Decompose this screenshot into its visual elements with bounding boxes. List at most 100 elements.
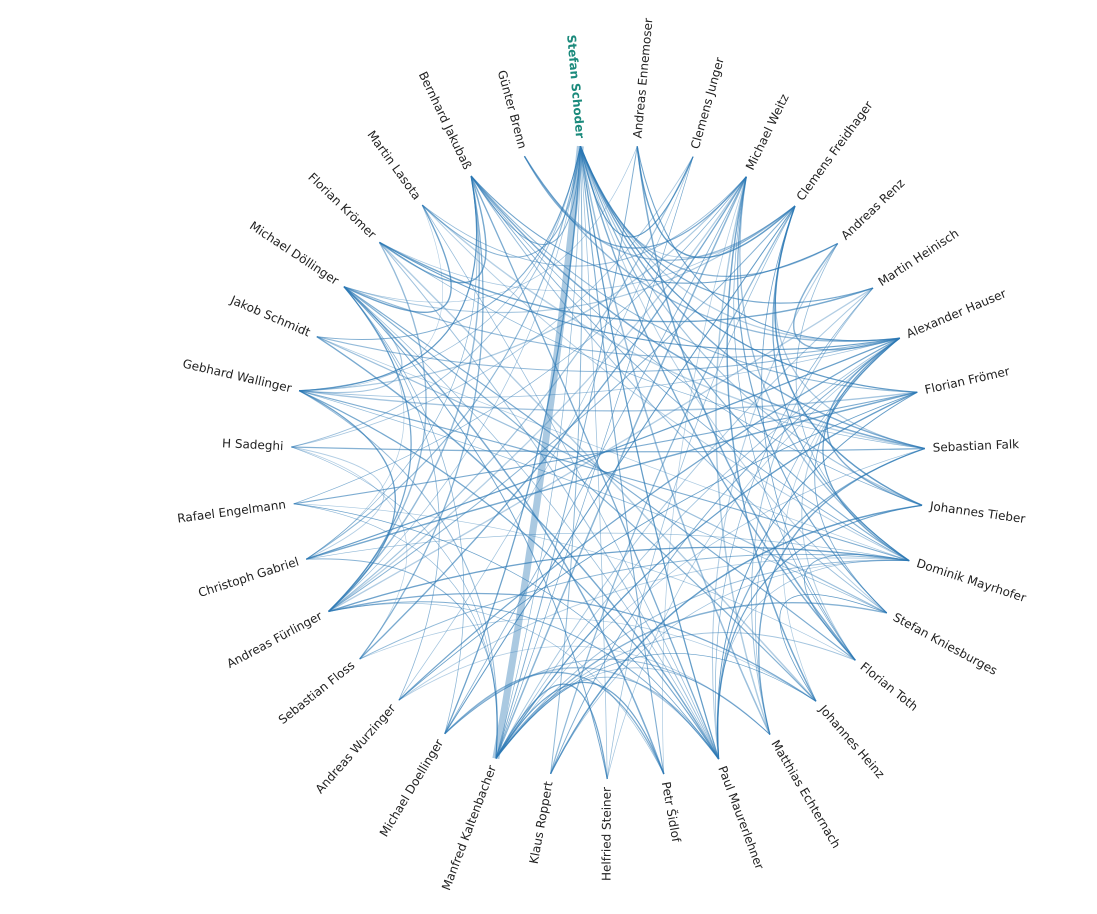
edge — [579, 146, 771, 735]
node-label: Johannes Heinz — [816, 702, 888, 781]
edge — [549, 504, 923, 775]
edge — [495, 602, 887, 759]
edge — [470, 175, 910, 562]
edge — [293, 503, 498, 759]
edge — [316, 146, 581, 340]
node-label: Christoph Gabriel — [197, 555, 301, 600]
edge — [495, 559, 910, 759]
edge — [299, 175, 478, 392]
edge — [761, 205, 856, 661]
edge — [495, 448, 925, 759]
node-label: Klaus Roppert — [527, 780, 556, 865]
edge — [470, 175, 888, 614]
edge — [550, 146, 583, 774]
edge — [822, 337, 910, 562]
edge — [298, 390, 720, 760]
edge — [421, 146, 581, 258]
edge — [291, 446, 498, 759]
edge — [359, 175, 484, 660]
edge — [550, 560, 910, 774]
edge — [801, 337, 901, 661]
node-label: Alexander Hauser — [904, 286, 1008, 341]
node-label: Bernhard Jakubaß — [416, 69, 475, 172]
node-label: Jakob Schmidt — [228, 292, 313, 339]
node-label: Helfried Steiner — [599, 787, 613, 881]
edge — [470, 175, 925, 450]
node-label: Rafael Engelmann — [176, 497, 286, 525]
edge — [378, 175, 487, 284]
edge — [550, 337, 901, 774]
edge — [343, 286, 440, 701]
edge — [343, 286, 719, 760]
edge — [299, 337, 900, 399]
edge — [495, 653, 817, 759]
edge — [470, 175, 918, 393]
edge — [343, 286, 900, 359]
edge — [579, 145, 918, 393]
edge — [343, 286, 665, 775]
edge — [328, 156, 694, 612]
edge — [398, 557, 910, 701]
node-label: Matthias Echternach — [768, 738, 843, 851]
edge — [398, 391, 918, 701]
edge — [636, 146, 856, 661]
edge — [291, 146, 581, 448]
edge — [495, 391, 918, 759]
edge — [579, 146, 888, 614]
edge — [422, 204, 719, 760]
edge — [751, 287, 874, 735]
edge — [299, 390, 887, 614]
edge — [579, 146, 856, 661]
edge — [379, 241, 900, 351]
edge — [579, 146, 720, 760]
edge — [328, 176, 747, 613]
node-label: Michael Doellinger — [377, 737, 446, 840]
edge — [378, 241, 817, 702]
node-label: Gebhard Wallinger — [181, 357, 293, 396]
edge — [470, 175, 923, 506]
edge — [444, 146, 582, 734]
edge — [398, 337, 901, 701]
node-label: Sebastian Falk — [932, 437, 1019, 455]
edge — [495, 146, 638, 759]
edge — [606, 337, 901, 780]
edge — [343, 286, 856, 661]
edge — [316, 336, 900, 373]
edge — [379, 205, 796, 292]
edge — [316, 336, 720, 760]
edge — [779, 593, 887, 702]
edge — [470, 175, 720, 760]
edge — [782, 337, 901, 702]
node-label: Florian Krömer — [305, 170, 379, 241]
node-label: Petr Šidlof — [659, 780, 685, 844]
edge — [444, 658, 771, 735]
edge — [579, 146, 910, 562]
edge — [291, 446, 385, 560]
edge — [826, 337, 923, 506]
edge — [523, 155, 747, 249]
edge — [636, 146, 900, 342]
edge — [726, 176, 817, 702]
edge — [492, 145, 584, 760]
edge — [328, 601, 720, 760]
edge — [293, 391, 918, 505]
edge — [299, 176, 747, 392]
edges — [291, 145, 925, 780]
node-label: Clemens Junger — [688, 56, 727, 151]
edge — [328, 242, 427, 612]
edge — [495, 287, 874, 759]
edge — [359, 553, 910, 660]
edge — [774, 205, 925, 450]
edge — [299, 389, 918, 412]
edge — [359, 176, 747, 660]
edge — [733, 176, 856, 661]
edge — [306, 391, 918, 560]
node-label: Günter Brenn — [495, 69, 530, 151]
edge — [662, 176, 747, 775]
edge — [328, 146, 581, 612]
edge — [795, 243, 910, 562]
node-label: Andreas Ennemoser — [630, 17, 655, 139]
edge — [379, 242, 720, 760]
edge — [523, 155, 900, 342]
node-label: Stefan Schoder — [564, 34, 587, 139]
